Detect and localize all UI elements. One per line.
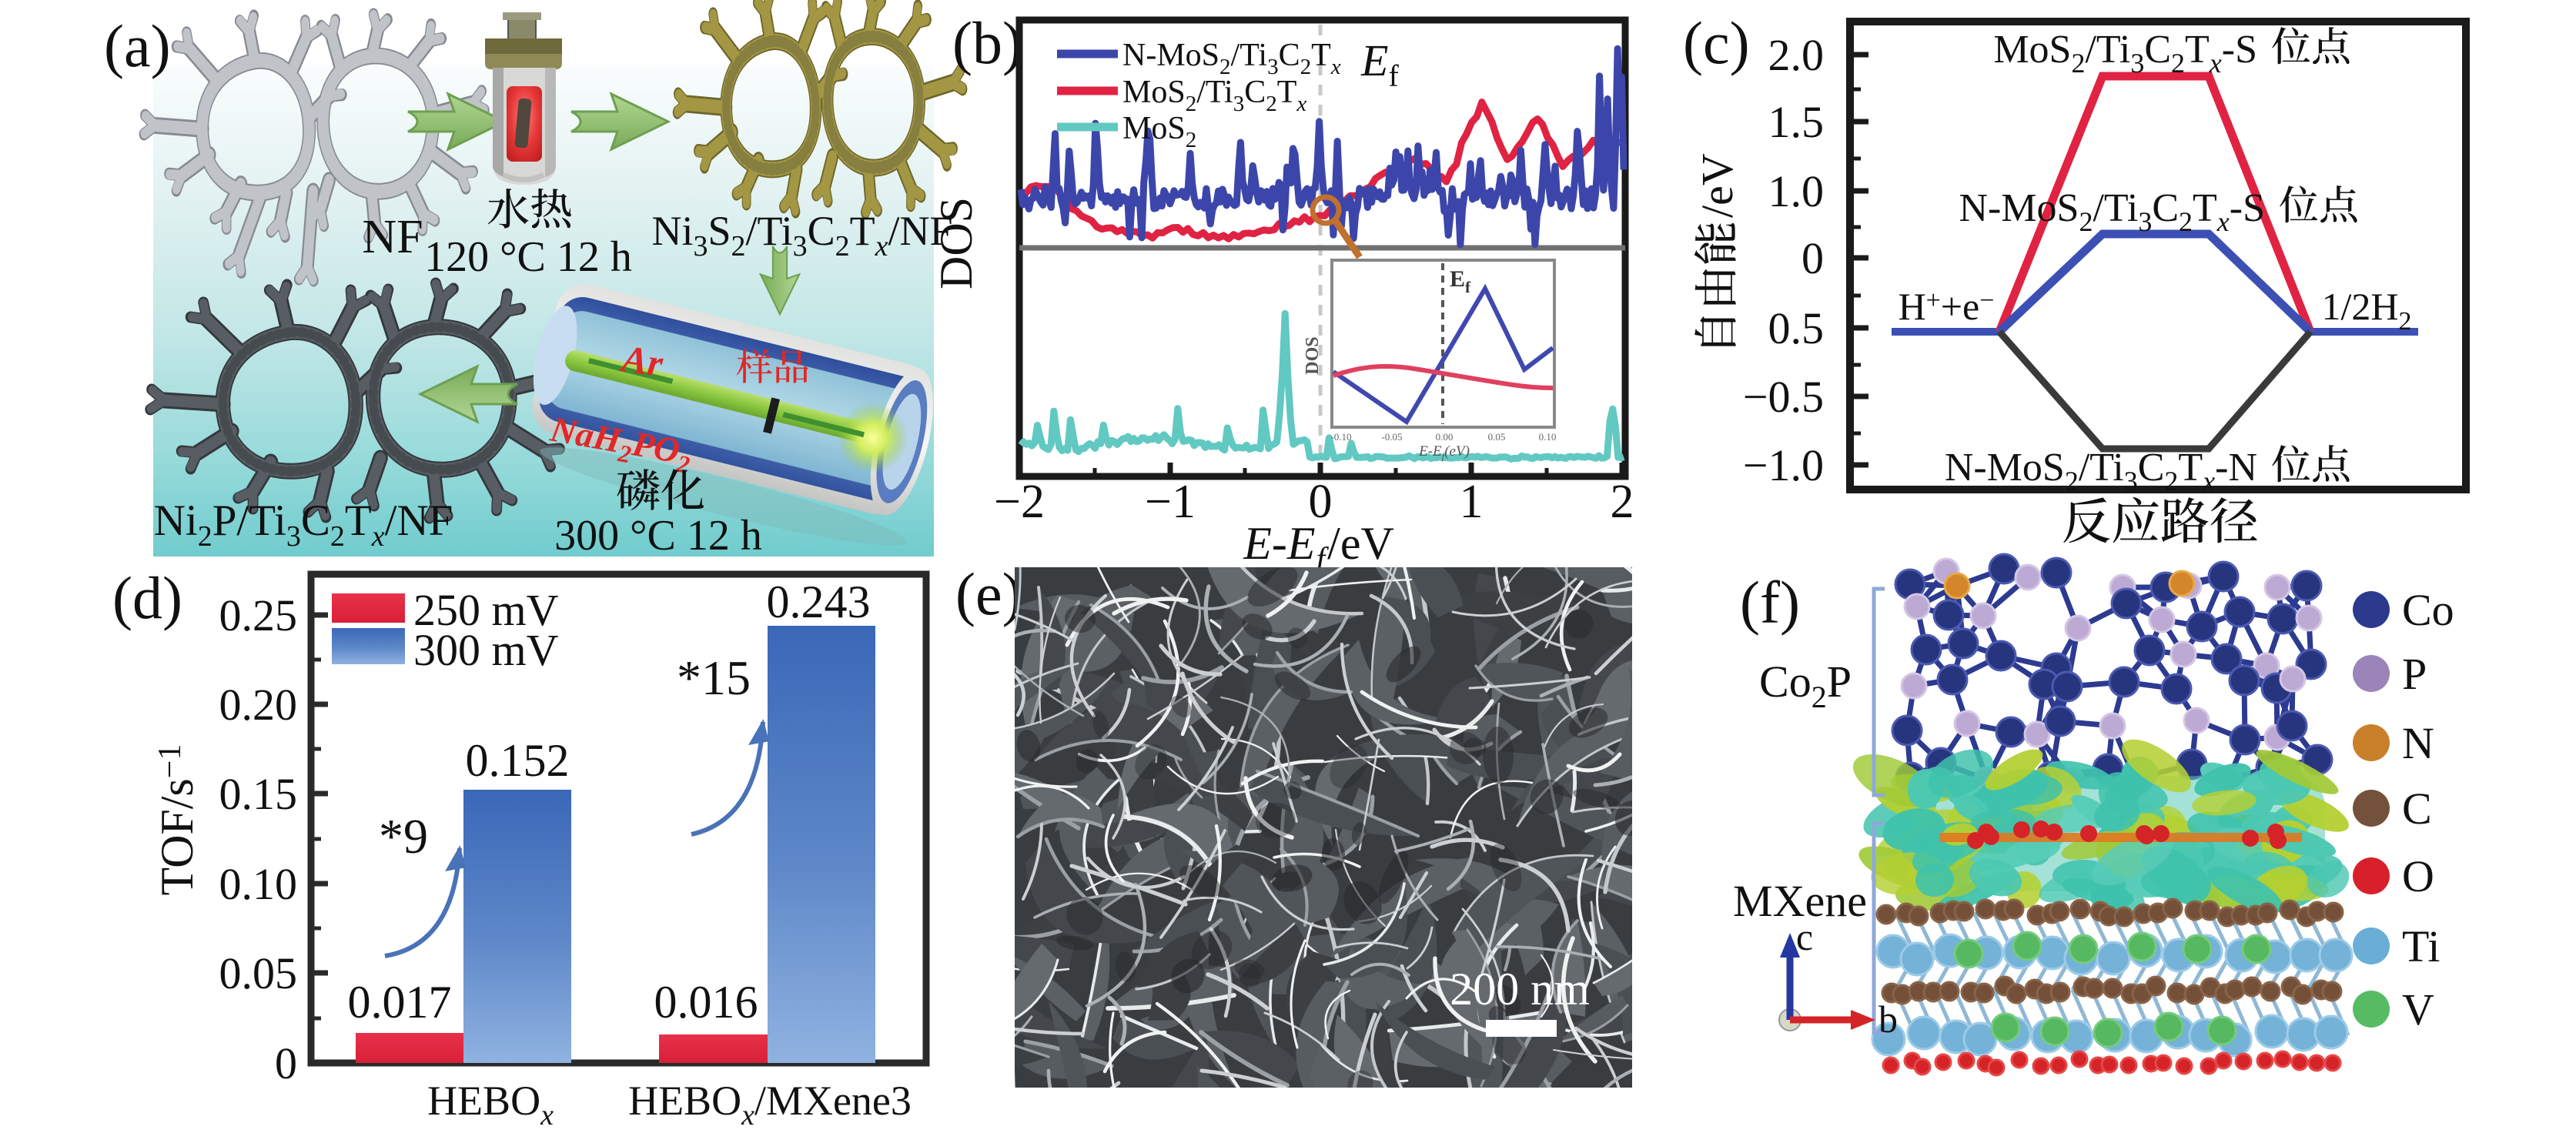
svg-text:(f): (f): [1740, 569, 1800, 636]
svg-text:0.00: 0.00: [1436, 431, 1454, 443]
svg-text:NF: NF: [362, 211, 423, 263]
svg-text:Ti: Ti: [2402, 921, 2441, 971]
svg-text:Co2P: Co2P: [1759, 657, 1852, 714]
svg-text:1: 1: [1460, 476, 1484, 528]
svg-text:-0.10: -0.10: [1330, 431, 1351, 443]
svg-text:300 °C 12 h: 300 °C 12 h: [554, 512, 762, 560]
svg-text:0.243: 0.243: [767, 577, 871, 627]
svg-text:HEBOx/MXene3: HEBOx/MXene3: [628, 1078, 912, 1129]
svg-text:120 °C 12 h: 120 °C 12 h: [424, 233, 632, 281]
svg-text:/eV: /eV: [1692, 153, 1742, 218]
svg-text:0: 0: [275, 1038, 297, 1088]
svg-text:200 nm: 200 nm: [1450, 964, 1590, 1014]
svg-text:0.016: 0.016: [654, 977, 758, 1028]
svg-text:O: O: [2402, 851, 2434, 901]
svg-text:0.15: 0.15: [219, 769, 298, 819]
svg-text:(d): (d): [112, 564, 182, 631]
svg-text:*9: *9: [379, 809, 428, 864]
svg-text:P: P: [2402, 649, 2427, 699]
svg-text:−2: −2: [994, 476, 1045, 528]
svg-text:MoS2/Ti3C2Tx: MoS2/Ti3C2Tx: [1122, 75, 1306, 116]
svg-text:c: c: [1796, 915, 1813, 958]
svg-text:0.10: 0.10: [1539, 431, 1557, 443]
svg-text:−0.5: −0.5: [1743, 372, 1824, 422]
svg-text:HEBOx: HEBOx: [427, 1078, 554, 1129]
svg-text:2: 2: [1611, 476, 1634, 528]
svg-text:Co: Co: [2402, 585, 2454, 635]
svg-text:(e): (e): [955, 560, 1022, 627]
svg-text:0: 0: [1802, 233, 1824, 283]
svg-text:-0.05: -0.05: [1381, 431, 1402, 443]
svg-text:0: 0: [1309, 476, 1333, 528]
svg-text:MXene: MXene: [1733, 876, 1867, 926]
svg-text:0.05: 0.05: [1488, 431, 1506, 443]
svg-text:H++e−: H++e−: [1899, 285, 1995, 328]
svg-text:V: V: [2402, 984, 2434, 1034]
svg-text:1.0: 1.0: [1768, 166, 1825, 216]
svg-text:−1.0: −1.0: [1743, 440, 1824, 490]
svg-text:(c): (c): [1683, 9, 1750, 76]
svg-text:0.25: 0.25: [219, 590, 298, 640]
svg-text:1.5: 1.5: [1768, 97, 1825, 147]
svg-text:0.017: 0.017: [348, 977, 452, 1028]
svg-text:(b): (b): [952, 9, 1022, 76]
svg-text:2.0: 2.0: [1768, 30, 1825, 80]
svg-text:b: b: [1878, 998, 1898, 1041]
svg-text:N-MoS2/Ti3C2Tx-S: N-MoS2/Ti3C2Tx-S: [1959, 186, 2265, 237]
svg-text:DOS: DOS: [1303, 336, 1323, 374]
svg-text:E-Ef(eV): E-Ef(eV): [1418, 443, 1470, 462]
svg-text:(a): (a): [104, 12, 171, 79]
svg-text:0.20: 0.20: [219, 680, 298, 730]
svg-text:C: C: [2402, 784, 2432, 834]
svg-text:Ar: Ar: [617, 336, 666, 385]
svg-text:N: N: [2402, 718, 2434, 768]
svg-text:−1: −1: [1145, 476, 1196, 528]
svg-text:1/2H2: 1/2H2: [2322, 285, 2412, 336]
svg-text:250 mV: 250 mV: [413, 585, 559, 635]
svg-text:MoS2: MoS2: [1122, 111, 1196, 152]
svg-text:DOS: DOS: [931, 197, 982, 289]
svg-text:0.152: 0.152: [466, 735, 570, 786]
svg-text:*15: *15: [677, 650, 751, 705]
svg-text:MoS2/Ti3C2Tx-S: MoS2/Ti3C2Tx-S: [1993, 28, 2257, 79]
svg-text:300 mV: 300 mV: [413, 625, 559, 675]
svg-text:0.10: 0.10: [219, 859, 298, 909]
svg-text:0.05: 0.05: [219, 948, 298, 998]
svg-text:0.5: 0.5: [1768, 303, 1825, 353]
